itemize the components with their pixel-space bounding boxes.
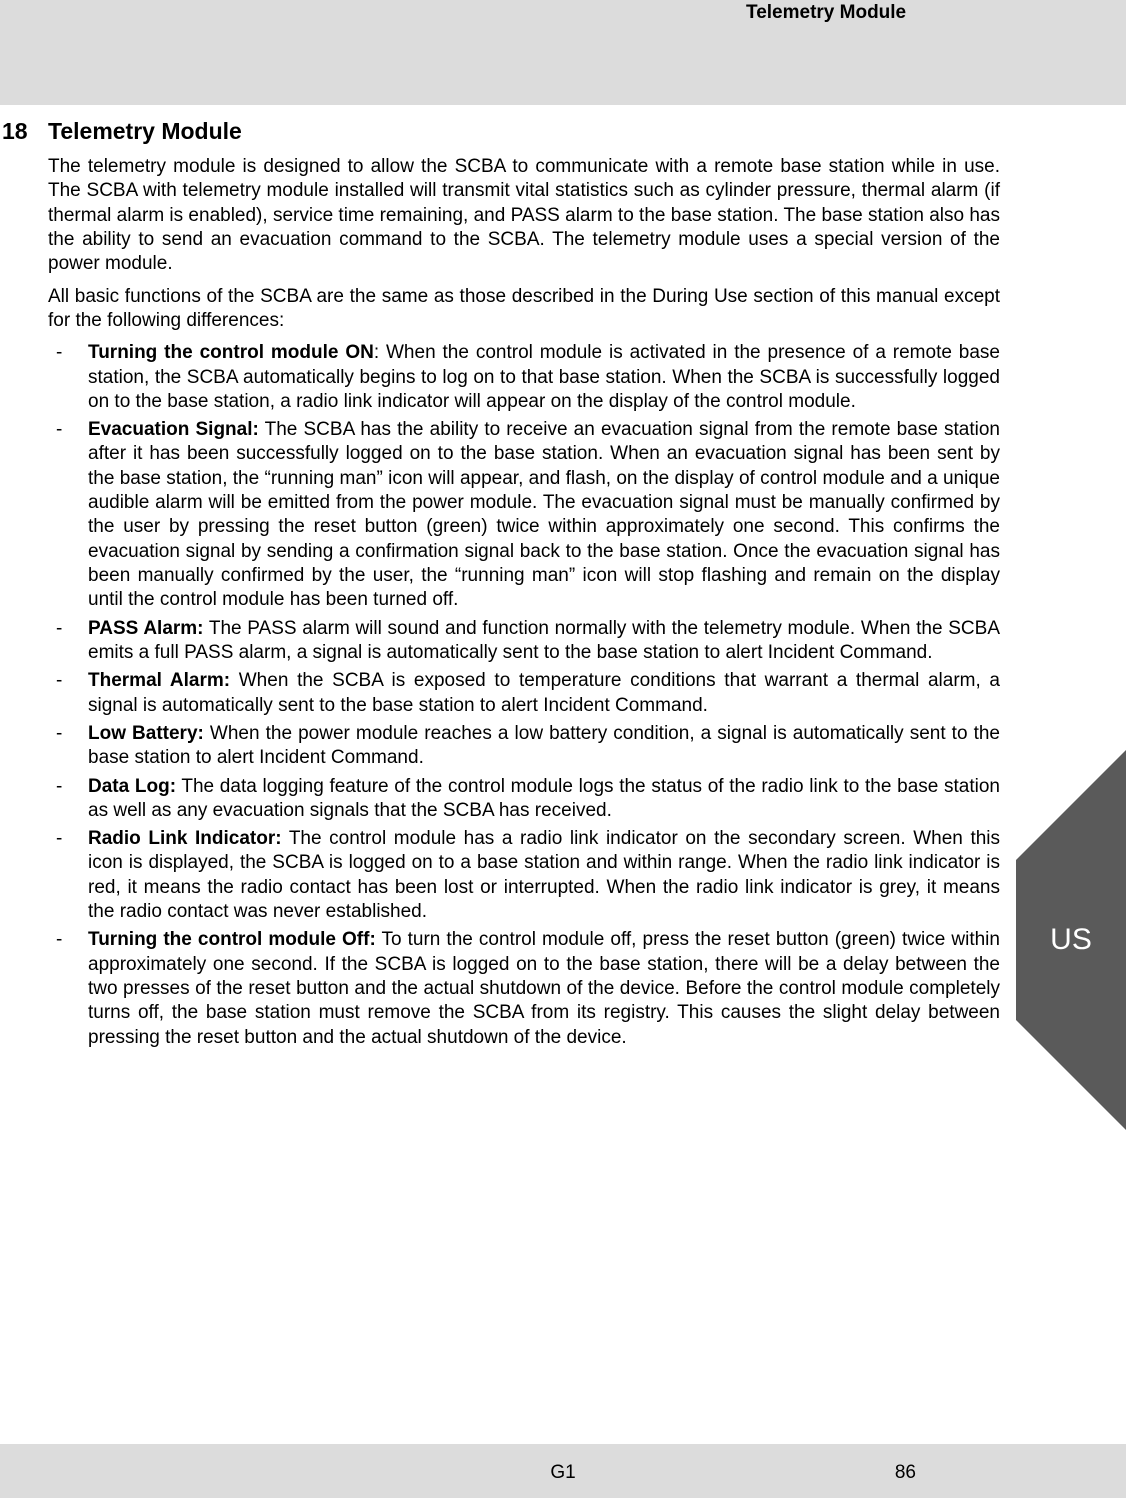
- side-tab-decor-bottom: [1016, 1020, 1126, 1130]
- bullet-item: Turning the control module Off: To turn …: [48, 928, 1000, 1050]
- bullet-item: Radio Link Indicator: The control module…: [48, 827, 1000, 924]
- bullet-label: Low Battery:: [88, 723, 204, 744]
- bullet-text: The data logging feature of the control …: [88, 776, 1000, 821]
- bullet-label: Radio Link Indicator:: [88, 828, 282, 849]
- bullet-item: Low Battery: When the power module reach…: [48, 722, 1000, 771]
- side-tab-label: US: [1050, 923, 1092, 957]
- bullet-item: PASS Alarm: The PASS alarm will sound an…: [48, 617, 1000, 666]
- section-title: Telemetry Module: [48, 118, 242, 145]
- bullet-item: Thermal Alarm: When the SCBA is exposed …: [48, 669, 1000, 718]
- footer-page-number: 86: [895, 1462, 916, 1484]
- intro-paragraph-1: The telemetry module is designed to allo…: [48, 155, 1000, 277]
- bullet-text: The SCBA has the ability to receive an e…: [88, 419, 1000, 610]
- bullet-label: Turning the control module Off:: [88, 929, 376, 950]
- bullet-item: Turning the control module ON: When the …: [48, 341, 1000, 414]
- bullet-item: Evacuation Signal: The SCBA has the abil…: [48, 418, 1000, 613]
- bullet-list: Turning the control module ON: When the …: [48, 341, 1000, 1050]
- bullet-text: The PASS alarm will sound and function n…: [88, 618, 1000, 663]
- bullet-label: Data Log:: [88, 776, 176, 797]
- bullet-label: Thermal Alarm:: [88, 670, 230, 691]
- intro-paragraph-2: All basic functions of the SCBA are the …: [48, 285, 1000, 334]
- bullet-item: Data Log: The data logging feature of th…: [48, 775, 1000, 824]
- section-number: 18: [0, 118, 48, 145]
- bullet-label: Evacuation Signal:: [88, 419, 259, 440]
- side-tab-decor-top: [1016, 750, 1126, 860]
- footer-center: G1: [0, 1462, 1126, 1484]
- bullet-label: PASS Alarm:: [88, 618, 204, 639]
- bullet-label: Turning the control module ON: [88, 342, 374, 363]
- section-heading: 18 Telemetry Module: [0, 118, 1000, 145]
- side-tab: US: [1016, 860, 1126, 1020]
- bullet-text: When the power module reaches a low batt…: [88, 723, 1000, 768]
- page-content: 18 Telemetry Module The telemetry module…: [0, 118, 1000, 1054]
- running-header: Telemetry Module: [746, 0, 1126, 24]
